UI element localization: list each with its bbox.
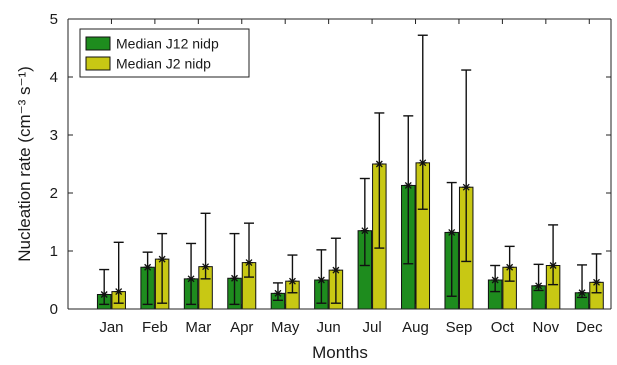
median-marker-may-series-2 [288, 277, 297, 285]
legend-swatch-series-2 [85, 56, 111, 71]
median-marker-nov-series-2 [549, 262, 558, 269]
median-marker-aug-series-1 [404, 182, 413, 189]
legend-label-series-2: Median J2 nidp [116, 56, 211, 72]
median-marker-jun-series-2 [331, 266, 340, 274]
y-tick-label: 4 [50, 69, 58, 86]
median-marker-oct-series-1 [491, 276, 500, 284]
x-axis-title: Months [312, 343, 368, 362]
median-marker-jan-series-2 [114, 288, 123, 296]
median-marker-jun-series-1 [317, 276, 326, 284]
median-marker-feb-series-1 [143, 263, 152, 271]
median-marker-feb-series-2 [158, 255, 167, 263]
x-tick-label-apr: Apr [230, 319, 253, 336]
median-marker-oct-series-2 [505, 263, 514, 271]
y-tick-label: 0 [50, 301, 58, 318]
legend: Median J12 nidp Median J2 nidp [79, 28, 250, 78]
median-marker-dec-series-1 [578, 289, 587, 297]
axes-layer: 0 1 2 3 4 5 Jan Feb Mar Apr May Jun Jul Aug Sep Oct Nov D… [50, 11, 612, 336]
median-marker-dec-series-2 [592, 278, 601, 286]
y-tick-label: 2 [50, 185, 58, 202]
median-marker-may-series-1 [273, 289, 282, 297]
x-tick-label-mar: Mar [185, 319, 211, 336]
x-tick-label-dec: Dec [576, 319, 603, 336]
y-tick-label: 3 [50, 127, 58, 144]
median-marker-aug-series-2 [418, 159, 427, 167]
x-tick-label-jan: Jan [99, 319, 123, 336]
bars-layer [96, 162, 604, 310]
median-marker-apr-series-2 [245, 259, 254, 267]
median-marker-sep-series-2 [462, 183, 471, 191]
median-marker-jul-series-2 [375, 160, 384, 168]
median-marker-jan-series-1 [100, 291, 109, 298]
x-tick-label-jul: Jul [362, 319, 381, 336]
median-marker-sep-series-1 [447, 228, 456, 236]
errorbars-layer [99, 34, 602, 306]
legend-swatch-series-1 [85, 36, 111, 51]
x-tick-label-sep: Sep [446, 319, 473, 336]
median-marker-nov-series-1 [534, 282, 543, 290]
x-tick-label-aug: Aug [402, 319, 429, 336]
x-tick-label-oct: Oct [491, 319, 515, 336]
y-axis-title: Nucleation rate (cm⁻³ s⁻¹) [15, 66, 34, 262]
x-tick-label-jun: Jun [317, 319, 341, 336]
median-marker-jul-series-1 [360, 227, 369, 235]
median-marker-mar-series-2 [201, 263, 210, 271]
y-tick-label: 1 [50, 243, 58, 260]
legend-label-series-1: Median J12 nidp [116, 36, 219, 52]
x-tick-label-feb: Feb [142, 319, 168, 336]
x-tick-label-nov: Nov [532, 319, 559, 336]
median-marker-apr-series-1 [230, 274, 239, 282]
median-marker-mar-series-1 [187, 275, 196, 283]
y-tick-label: 5 [50, 11, 58, 28]
x-tick-label-may: May [271, 319, 300, 336]
